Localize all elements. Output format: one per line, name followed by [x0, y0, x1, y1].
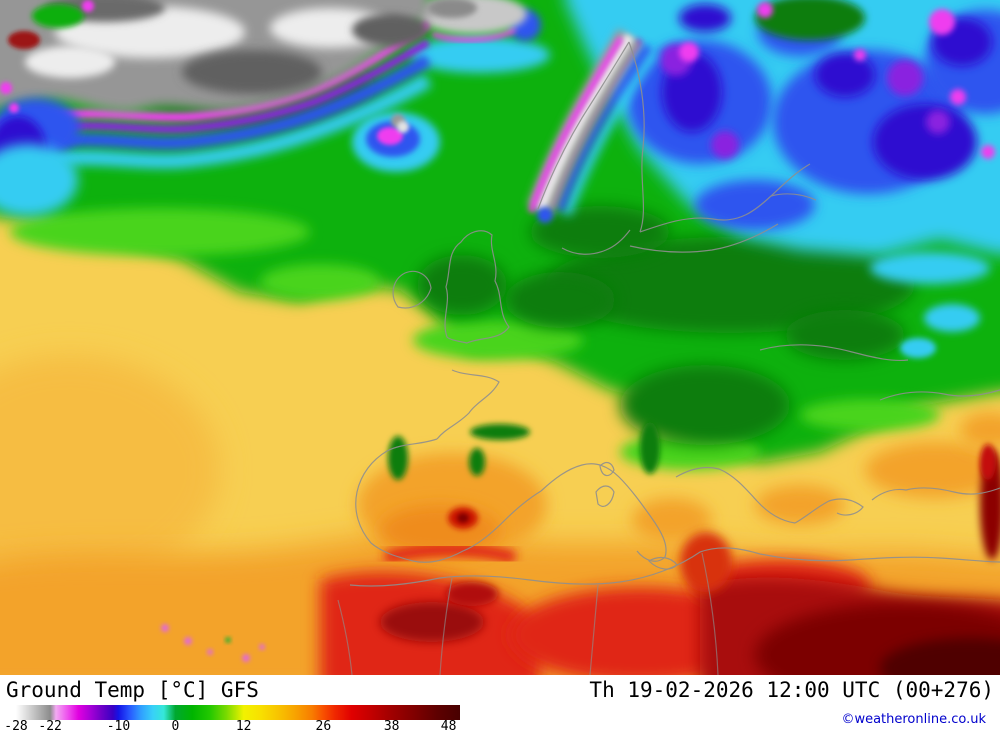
map-area — [0, 0, 1000, 675]
arctic-islands — [410, 0, 550, 73]
colorbar-tick-label: -28 — [4, 719, 28, 733]
copyright-link[interactable]: ©weatheronline.co.uk — [841, 712, 986, 727]
colorbar — [16, 705, 460, 720]
colorbar-tick-label: -10 — [106, 719, 131, 733]
iceland-cold-spot — [352, 112, 440, 172]
map-title: Ground Temp [°C] GFS — [6, 678, 259, 702]
temperature-map — [0, 0, 1000, 675]
colorbar-ticks: -28 -22 -10 0 12 26 38 48 — [4, 719, 460, 733]
colorbar-tick-label: 26 — [315, 719, 332, 733]
colorbar-tick-label: 0 — [171, 719, 180, 733]
colorbar-tick-label: 38 — [383, 719, 400, 733]
greenland-cold-region — [0, 0, 432, 216]
warm-south-region — [0, 355, 1000, 675]
colorbar-tick-label: 12 — [235, 719, 252, 733]
map-datetime: Th 19-02-2026 12:00 UTC (00+276) — [589, 678, 994, 702]
colorbar-tick-label: -22 — [38, 719, 62, 733]
northeast-cold-region — [565, 0, 1000, 358]
colorbar-tick-label: 48 — [440, 719, 457, 733]
coastlines — [337, 41, 1000, 675]
footer: Ground Temp [°C] GFS Th 19-02-2026 12:00… — [0, 675, 1000, 733]
